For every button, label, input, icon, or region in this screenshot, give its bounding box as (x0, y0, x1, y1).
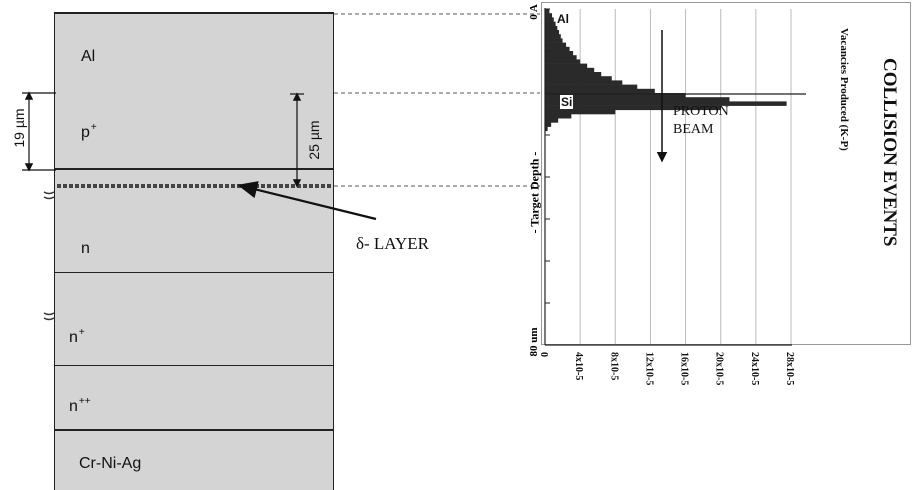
histogram-bar (545, 21, 556, 27)
histogram-bar (545, 34, 561, 39)
chart-title: COLLISION EVENTS (879, 58, 900, 247)
layer-label-n-plus: n+ (69, 327, 85, 347)
layer-n-plus-plus: n++ (54, 366, 334, 431)
histogram-bar (545, 30, 560, 35)
layer-label-n-plus-base: n (69, 329, 78, 346)
histogram-bar (545, 67, 595, 73)
layer-label-p-plus-base: p (81, 124, 90, 141)
layer-cr-ni-ag: Cr-Ni-Ag (54, 431, 334, 490)
histogram-bar (545, 25, 558, 31)
histogram-bar (545, 80, 623, 85)
histogram-bar (545, 38, 563, 43)
layer-label-n-plus-sup: + (78, 327, 85, 338)
histogram-bar (545, 84, 638, 90)
x-tick-label: 20x10-5 (714, 352, 725, 385)
depth-top-label: 0 A (528, 4, 540, 20)
x-tick-label: 16x10-5 (679, 352, 690, 385)
layer-label-n: n (81, 240, 90, 257)
x-tick-labels: 0 4x10-5 8x10-5 12x10-5 16x10-5 20x10-5 24x10-… (538, 352, 795, 385)
histogram-bar (545, 105, 721, 111)
histogram-bar (545, 63, 588, 69)
x-tick-label: 28x10-5 (784, 352, 795, 385)
chart-bars (545, 9, 787, 132)
histogram-bar (545, 122, 552, 127)
histogram-bar (545, 17, 554, 22)
x-tick-label: 24x10-5 (749, 352, 760, 385)
histogram-bar (545, 59, 581, 64)
histogram-bar (545, 42, 567, 48)
histogram-bar (545, 55, 577, 60)
histogram-bar (545, 72, 602, 77)
layer-p-plus: p+ (54, 94, 334, 170)
histogram-bar (545, 101, 787, 106)
histogram-bar (545, 109, 616, 115)
y-ticks (545, 8, 550, 346)
histogram-bar (545, 88, 655, 94)
histogram-bar (545, 51, 574, 56)
histogram-bar (545, 46, 570, 52)
histogram-bar (545, 114, 572, 119)
chart-subtitle: Vacancies Produced (K-P) (838, 28, 850, 151)
layer-label-n-plus-plus-base: n (69, 398, 78, 415)
chart-grid (579, 9, 792, 345)
layer-label-al: Al (81, 48, 96, 65)
x-tick-label: 4x10-5 (573, 352, 584, 380)
histogram-bar (545, 9, 550, 14)
x-tick-label: 8x10-5 (608, 352, 619, 380)
layer-n-plus: n+ (54, 273, 334, 366)
histogram-bar (545, 76, 612, 81)
histogram-bar (545, 118, 559, 123)
region-label-al: Al (556, 12, 570, 26)
target-depth-axis-label: - Target Depth - (527, 151, 542, 234)
depth-bottom-label: 80 um (528, 327, 540, 357)
histogram-bar (545, 97, 730, 102)
layer-al: Al (54, 12, 334, 96)
histogram-bar (545, 13, 553, 18)
x-tick-label: 12x10-5 (643, 352, 654, 385)
layer-label-cr-ni-ag: Cr-Ni-Ag (79, 455, 142, 472)
delta-layer-label: δ- LAYER (356, 234, 430, 253)
layer-label-n-plus-plus: n++ (69, 396, 91, 416)
break-mark-1 (43, 191, 55, 200)
break-mark-2 (43, 312, 55, 321)
layer-label-p-plus: p+ (81, 122, 97, 142)
region-label-si: Si (560, 95, 574, 109)
delta-layer-pointer-arrow (237, 181, 377, 221)
histogram-bar (545, 126, 548, 132)
layer-label-n-plus-plus-sup: ++ (78, 396, 91, 407)
x-tick-label: 0 (538, 352, 549, 357)
histogram-bar (545, 93, 686, 98)
proton-beam-label-1: PROTON (673, 104, 729, 119)
layer-label-p-plus-sup: + (90, 122, 97, 133)
proton-beam-label-2: BEAM (673, 122, 714, 137)
